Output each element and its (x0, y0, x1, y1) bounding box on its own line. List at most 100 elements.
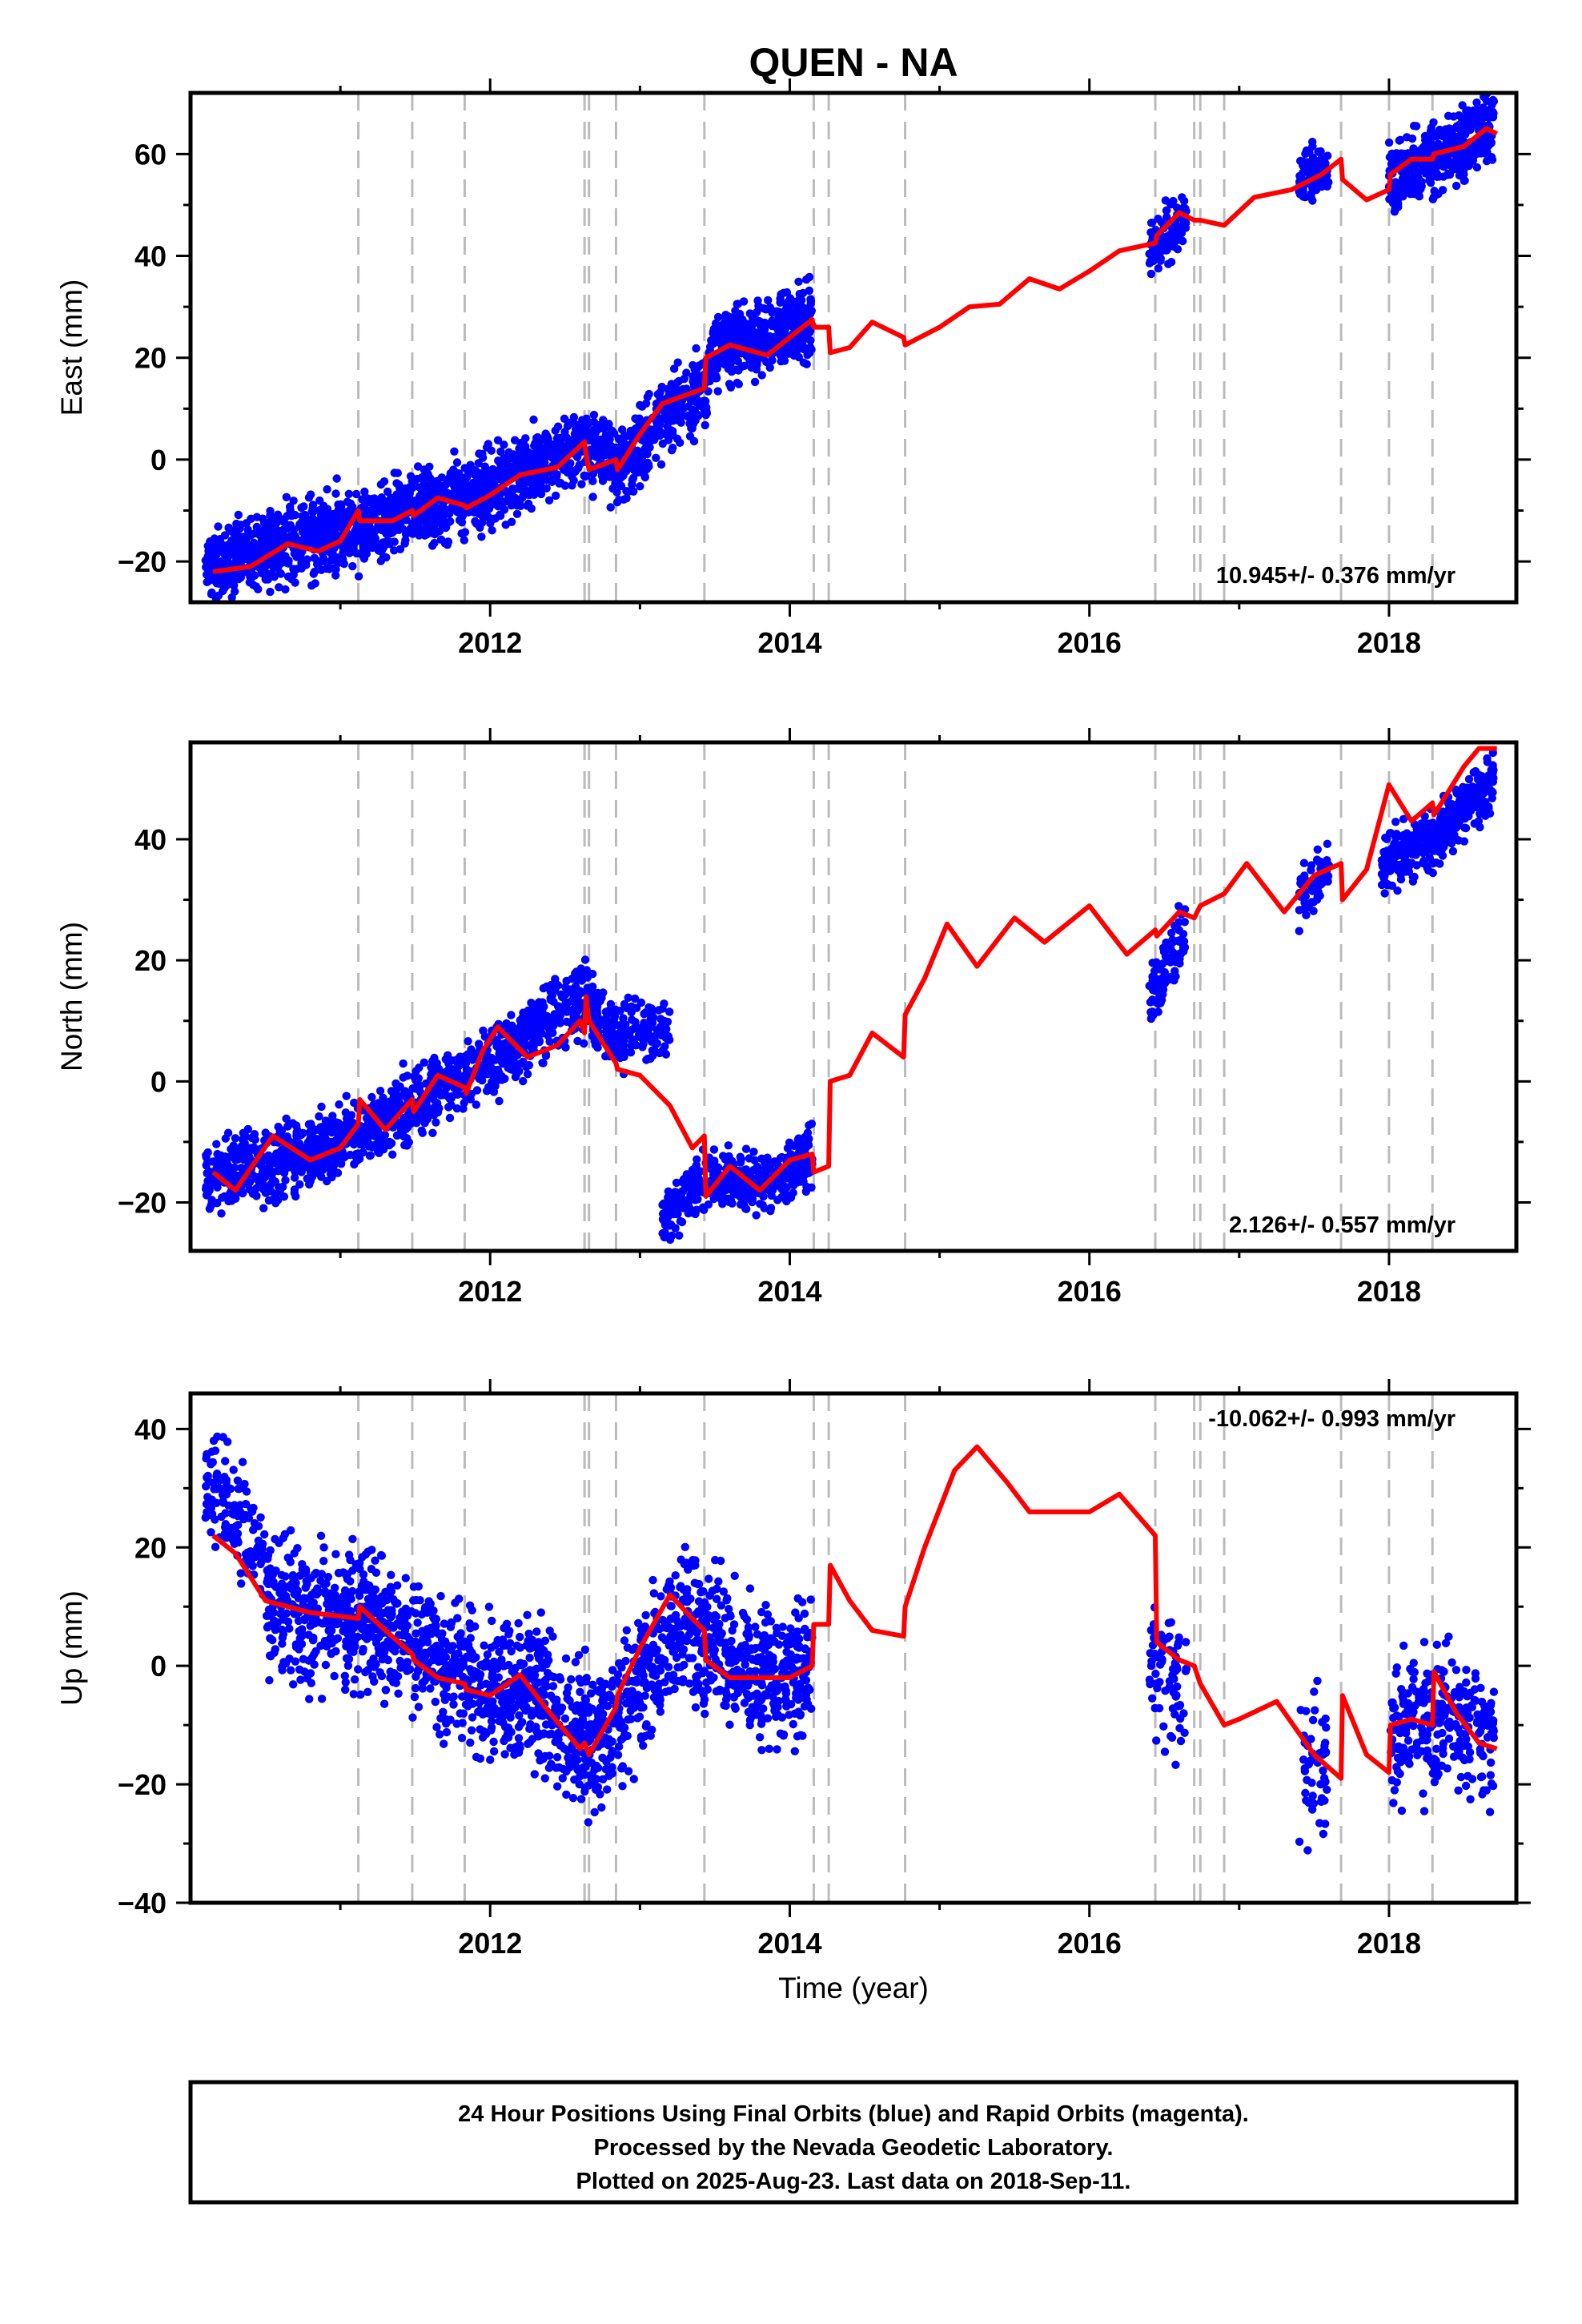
data-point (569, 476, 578, 485)
data-point (516, 1015, 524, 1025)
data-point (1313, 845, 1323, 854)
data-point (788, 310, 797, 319)
data-point (392, 1131, 402, 1140)
data-point (531, 439, 540, 448)
data-point (324, 1138, 333, 1148)
data-point (701, 420, 709, 430)
data-point (230, 1146, 239, 1155)
data-point (512, 452, 521, 460)
data-point (445, 1113, 455, 1123)
data-point (1148, 972, 1157, 981)
data-point (500, 440, 508, 449)
data-point (217, 1209, 226, 1218)
data-point (299, 502, 308, 511)
data-point (671, 1188, 680, 1196)
data-point (228, 541, 237, 550)
data-point (401, 1115, 411, 1124)
data-point (504, 1056, 513, 1065)
data-point (396, 491, 404, 500)
data-point (793, 1136, 802, 1144)
data-point (642, 1055, 651, 1064)
data-point (781, 300, 790, 308)
data-point (420, 512, 429, 521)
y-tick-label: 20 (135, 342, 167, 375)
data-point (1434, 161, 1443, 170)
data-point (397, 1092, 406, 1100)
data-point (331, 1152, 340, 1161)
data-point (749, 1190, 758, 1199)
data-point (614, 434, 623, 443)
data-point (1472, 98, 1481, 107)
data-point (652, 423, 661, 432)
data-point (552, 434, 562, 443)
data-point (259, 514, 267, 523)
data-point (679, 1204, 688, 1212)
data-point (631, 424, 640, 433)
data-point (625, 431, 634, 440)
data-point (444, 1051, 452, 1060)
data-point (430, 1053, 439, 1063)
data-point (1299, 858, 1309, 867)
data-point (534, 452, 544, 462)
data-point (271, 1199, 280, 1208)
data-point (488, 526, 496, 535)
data-point (285, 1159, 294, 1168)
data-point (511, 1052, 520, 1061)
data-point (656, 460, 666, 469)
data-point (484, 498, 492, 507)
data-point (1162, 232, 1171, 241)
data-point (413, 462, 423, 471)
data-point (295, 1180, 304, 1189)
data-point (548, 477, 556, 486)
data-point (446, 468, 455, 478)
data-point (291, 510, 299, 520)
data-point (602, 432, 611, 440)
data-point (444, 1059, 453, 1068)
data-point (766, 1204, 776, 1212)
data-point (281, 585, 290, 594)
data-point (665, 1235, 675, 1244)
data-point (547, 1020, 556, 1030)
data-point (689, 1188, 698, 1197)
data-point (802, 275, 811, 284)
data-point (781, 306, 790, 315)
data-point (673, 358, 682, 367)
data-point (629, 1024, 639, 1033)
data-point (526, 478, 535, 487)
data-point (214, 522, 223, 531)
data-point (472, 519, 481, 529)
data-point (530, 1028, 539, 1038)
data-point (617, 425, 627, 434)
data-point (729, 1174, 739, 1184)
data-point (710, 1156, 719, 1165)
data-point (675, 1231, 684, 1240)
data-point (1170, 223, 1178, 232)
data-point (772, 336, 781, 344)
data-point (1449, 165, 1458, 174)
data-point (1427, 123, 1435, 132)
data-point (319, 516, 328, 525)
data-point (788, 1179, 797, 1188)
data-point (406, 472, 416, 480)
data-point (741, 1144, 751, 1153)
data-point (551, 426, 560, 435)
data-point (317, 1102, 326, 1112)
data-point (727, 367, 737, 376)
data-point (619, 1050, 628, 1059)
data-point (480, 1059, 490, 1068)
data-point (636, 448, 644, 456)
data-point (1177, 935, 1186, 945)
data-point (507, 1011, 516, 1019)
data-point (724, 1141, 733, 1150)
data-point (761, 1163, 770, 1172)
data-point (371, 534, 379, 543)
data-point (1154, 215, 1162, 223)
data-point (777, 1184, 786, 1194)
data-point (619, 495, 628, 504)
data-point (1158, 990, 1167, 999)
data-point (434, 1080, 443, 1090)
data-point (362, 1114, 371, 1123)
data-point (1174, 926, 1184, 935)
data-point (674, 376, 683, 386)
data-point (572, 967, 581, 976)
